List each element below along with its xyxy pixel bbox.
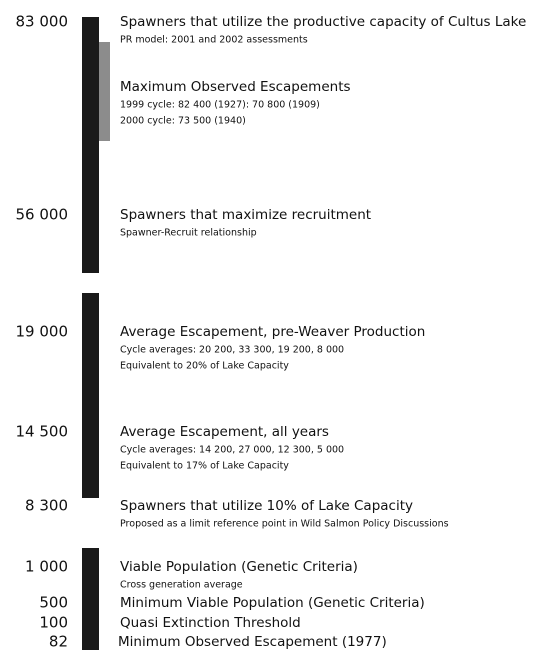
level-title: Quasi Extinction Threshold xyxy=(120,615,301,631)
level-note: Proposed as a limit reference point in W… xyxy=(120,519,449,530)
level-note: 2000 cycle: 73 500 (1940) xyxy=(120,116,246,127)
level-note: 1999 cycle: 82 400 (1927): 70 800 (1909) xyxy=(120,100,320,111)
level-note: Equivalent to 17% of Lake Capacity xyxy=(120,461,289,472)
range-bar xyxy=(99,42,110,141)
scale-bar xyxy=(82,548,99,650)
level-value: 14 500 xyxy=(16,423,69,441)
level-value: 100 xyxy=(39,614,68,632)
level-title: Maximum Observed Escapements xyxy=(120,79,351,95)
level-title: Spawners that utilize the productive cap… xyxy=(120,14,526,30)
level-note: Cycle averages: 14 200, 27 000, 12 300, … xyxy=(120,445,344,456)
level-value: 82 xyxy=(49,633,68,650)
level-note: Spawner-Recruit relationship xyxy=(120,228,257,239)
level-value: 56 000 xyxy=(16,206,69,224)
level-title: Viable Population (Genetic Criteria) xyxy=(120,559,358,575)
level-note: PR model: 2001 and 2002 assessments xyxy=(120,35,308,46)
level-value: 500 xyxy=(39,594,68,612)
level-title: Average Escapement, pre-Weaver Productio… xyxy=(120,324,425,340)
level-title: Minimum Observed Escapement (1977) xyxy=(118,634,387,650)
level-title: Spawners that utilize 10% of Lake Capaci… xyxy=(120,498,413,514)
scale-bar xyxy=(82,17,99,273)
level-note: Cycle averages: 20 200, 33 300, 19 200, … xyxy=(120,345,344,356)
level-note: Cross generation average xyxy=(120,580,243,591)
level-title: Spawners that maximize recruitment xyxy=(120,207,371,223)
level-title: Average Escapement, all years xyxy=(120,424,329,440)
level-title: Minimum Viable Population (Genetic Crite… xyxy=(120,595,425,611)
scale-bar xyxy=(82,293,99,498)
level-value: 19 000 xyxy=(16,323,69,341)
level-note: Equivalent to 20% of Lake Capacity xyxy=(120,361,289,372)
level-value: 8 300 xyxy=(25,497,68,515)
level-value: 1 000 xyxy=(25,558,68,576)
level-value: 83 000 xyxy=(16,13,69,31)
